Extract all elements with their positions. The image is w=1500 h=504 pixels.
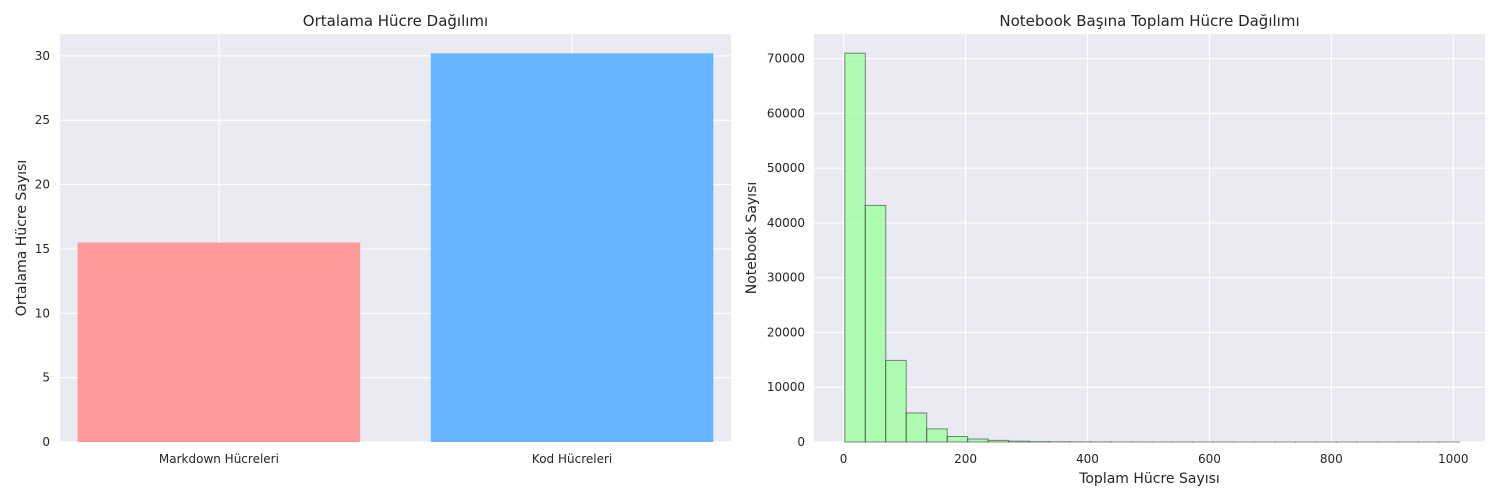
bar-kod-hücreleri (431, 53, 714, 442)
left-y-tick-label: 5 (42, 371, 50, 385)
right-x-tick-label: 400 (1076, 452, 1099, 466)
right-x-tick-label: 800 (1320, 452, 1343, 466)
left-x-tick-label: Kod Hücreleri (532, 452, 612, 466)
right-x-tick-label: 1000 (1438, 452, 1469, 466)
histogram-right: 0 10000 20000 30000 40000 50000 60000 70000 0 200… (744, 12, 1485, 487)
histogram-bar (947, 437, 967, 442)
histogram-bar (886, 360, 906, 442)
right-y-tick-label: 30000 (767, 271, 805, 285)
histogram-bar (988, 440, 1008, 442)
left-y-axis-label: Ortalama Hücre Sayısı (14, 160, 30, 316)
right-y-tick-label: 10000 (767, 380, 805, 394)
right-x-tick-label: 600 (1198, 452, 1221, 466)
histogram-bar (865, 205, 885, 442)
right-x-axis-label: Toplam Hücre Sayısı (1078, 471, 1220, 487)
right-y-tick-label: 50000 (767, 161, 805, 175)
right-y-tick-label: 0 (797, 435, 805, 449)
right-y-tick-label: 70000 (767, 52, 805, 66)
bar-markdown-hücreleri (78, 243, 361, 442)
right-chart-title: Notebook Başına Toplam Hücre Dağılımı (999, 12, 1299, 30)
right-y-axis-label: Notebook Sayısı (744, 182, 760, 295)
bar-chart-left: 0 5 10 15 20 25 30 Markdown Hücreleri Kod Hücrel… (14, 12, 731, 466)
histogram-bar (906, 413, 926, 442)
histogram-bar (927, 429, 947, 442)
histogram-bar (968, 439, 988, 442)
left-y-tick-label: 10 (35, 306, 50, 320)
left-y-tick-label: 15 (35, 242, 50, 256)
right-x-tick-label: 200 (954, 452, 977, 466)
left-y-tick-label: 25 (35, 113, 50, 127)
right-y-tick-label: 40000 (767, 216, 805, 230)
histogram-bar (1009, 441, 1029, 442)
left-y-tick-label: 30 (35, 49, 50, 63)
left-y-tick-label: 20 (35, 178, 50, 192)
left-chart-title: Ortalama Hücre Dağılımı (303, 12, 488, 30)
right-y-tick-label: 20000 (767, 325, 805, 339)
right-y-tick-label: 60000 (767, 106, 805, 120)
right-plot-area (814, 34, 1485, 442)
right-x-tick-label: 0 (840, 452, 848, 466)
left-y-tick-label: 0 (42, 435, 50, 449)
left-x-tick-label: Markdown Hücreleri (159, 452, 279, 466)
histogram-bar (845, 53, 865, 442)
